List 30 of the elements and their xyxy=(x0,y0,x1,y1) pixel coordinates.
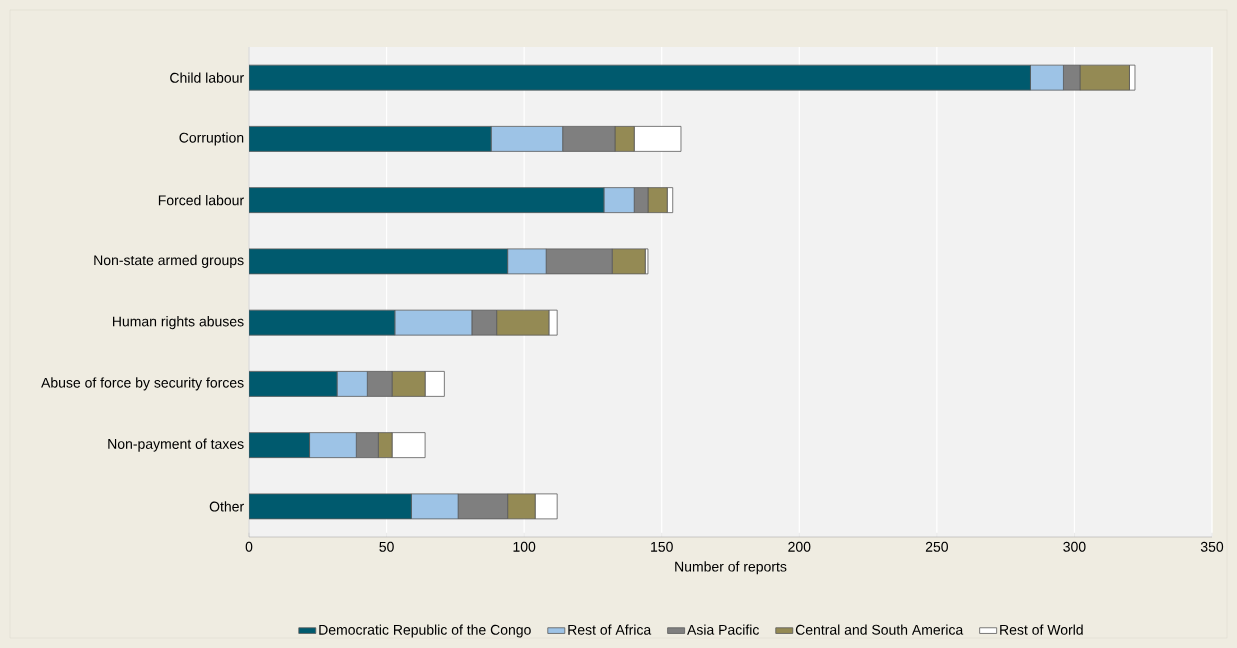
x-axis-title: Number of reports xyxy=(675,561,787,575)
x-tick-label: 300 xyxy=(1063,541,1086,552)
y-tick-label: Forced labour xyxy=(158,194,244,206)
x-tick-label: 250 xyxy=(925,541,948,552)
legend-label: Asia Pacific xyxy=(687,624,759,635)
bar xyxy=(249,370,338,397)
y-tick-label: Human rights abuses xyxy=(113,316,244,330)
bar xyxy=(249,187,605,214)
bar xyxy=(249,432,310,459)
y-tick-label: Non-state armed groups xyxy=(94,254,244,268)
bar xyxy=(249,248,509,275)
x-tick-label: 350 xyxy=(1200,541,1224,552)
y-tick-label: Non-payment of taxes xyxy=(108,438,244,452)
legend-label: Central and South America xyxy=(795,624,964,635)
x-tick-label: 100 xyxy=(513,541,536,552)
legend-label: Democratic Republic of the Congo xyxy=(319,624,531,638)
x-tick-label: 0 xyxy=(245,541,253,552)
legend-label: Rest of Africa xyxy=(568,624,652,635)
y-tick-label: Corruption xyxy=(179,132,244,146)
bar xyxy=(249,493,412,520)
bar xyxy=(249,125,492,152)
bar xyxy=(249,309,396,336)
y-tick-label: Other xyxy=(209,501,244,512)
legend-label: Rest of World xyxy=(1000,624,1083,635)
x-tick-label: 200 xyxy=(788,541,811,552)
y-tick-label: Child labour xyxy=(170,72,244,83)
y-tick-label: Abuse of force by security forces xyxy=(41,377,244,391)
x-tick-label: 150 xyxy=(651,541,673,552)
x-tick-label: 50 xyxy=(379,541,394,552)
bar xyxy=(249,64,1031,91)
